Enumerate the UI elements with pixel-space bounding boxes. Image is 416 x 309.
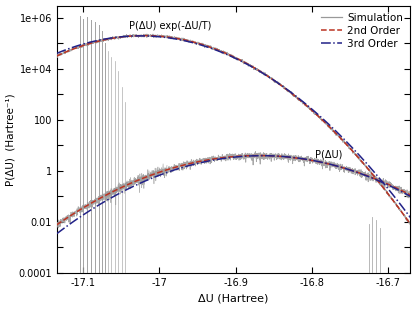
- Y-axis label: P(ΔU)  (Hartree⁻¹): P(ΔU) (Hartree⁻¹): [5, 93, 15, 186]
- Legend: Simulation, 2nd Order, 3rd Order: Simulation, 2nd Order, 3rd Order: [319, 11, 405, 51]
- X-axis label: ΔU (Hartree): ΔU (Hartree): [198, 294, 269, 303]
- Text: P(ΔU) exp(-ΔU/T): P(ΔU) exp(-ΔU/T): [129, 21, 211, 31]
- Text: P(ΔU): P(ΔU): [315, 150, 343, 159]
